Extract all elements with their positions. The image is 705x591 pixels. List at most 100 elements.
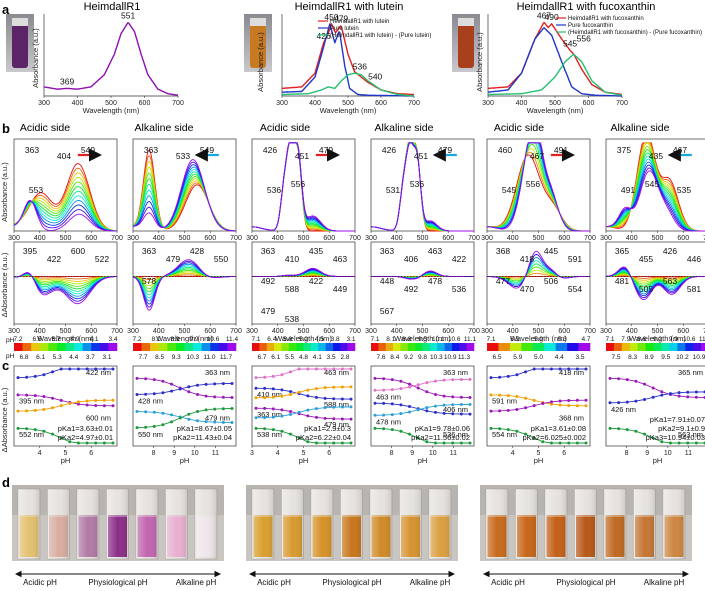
c-data-point	[94, 403, 98, 407]
c-data-point	[204, 420, 208, 424]
ph-label-bottom: 3.5	[327, 354, 336, 361]
ph-label-bottom: 2.8	[340, 354, 349, 361]
c-series-label: 406 nm	[443, 405, 468, 414]
ph-color-cell	[193, 343, 202, 351]
b-diff-peak-label: 492	[261, 276, 275, 286]
b-peak-label: 536	[267, 185, 281, 195]
c-data-point	[213, 395, 217, 399]
c-data-point	[408, 382, 412, 386]
a1-ylabel: Absorbance (a.u.)	[31, 28, 40, 88]
c-data-point	[111, 398, 115, 402]
b-bottom-tick-label: 600	[323, 328, 335, 335]
c-data-point	[170, 420, 174, 424]
a-series-line	[487, 27, 622, 97]
c-series-label: 422 nm	[86, 368, 111, 377]
c-data-point	[42, 407, 46, 411]
c-data-point	[433, 404, 437, 408]
c-data-point	[349, 367, 353, 371]
d-cuvette-glass	[545, 489, 567, 559]
c-data-point	[332, 405, 336, 409]
c-data-point	[660, 390, 664, 394]
panel-label-a: a	[2, 2, 10, 17]
c-data-point	[221, 407, 225, 411]
b-top-tick-label: 400	[272, 235, 284, 242]
ph-label-bottom: 10.3	[186, 354, 199, 361]
b-bottom-tick-label: 500	[652, 328, 664, 335]
c-data-point	[558, 403, 562, 407]
b-peak-label: 479	[319, 145, 333, 155]
c-data-point	[254, 416, 258, 420]
b-bottom-tick-label: 500	[298, 328, 310, 335]
b-diff-peak-label: 536	[452, 284, 466, 294]
b-diff-peak-label: 422	[452, 254, 466, 264]
c-data-point	[271, 395, 275, 399]
ph-label-bottom: 9.8	[418, 354, 427, 361]
d-label-acidic: Acidic pH	[257, 578, 291, 587]
b-bottom-tick-label: 300	[365, 328, 377, 335]
c-data-point	[524, 432, 528, 436]
c-series-label: 395 nm	[19, 397, 44, 406]
ph-label-bottom: 3.5	[575, 354, 584, 361]
c-data-point	[506, 428, 510, 432]
ph-label-bottom: 3.7	[86, 354, 95, 361]
c-data-point	[451, 412, 455, 416]
c-data-point	[33, 408, 37, 412]
a-series-line	[282, 72, 415, 97]
ph-label-bottom: 4.4	[69, 354, 78, 361]
c-data-point	[152, 424, 156, 428]
c-data-point	[634, 429, 638, 433]
c-data-point	[442, 378, 446, 382]
b-peak-label: 545	[645, 179, 659, 189]
c-data-point	[187, 417, 191, 421]
ph-color-cell	[167, 343, 177, 351]
c-data-point	[51, 370, 55, 374]
c-data-point	[382, 413, 386, 417]
c-tick-label: 6	[327, 450, 331, 457]
a-series-line	[488, 53, 623, 96]
c-data-point	[254, 396, 258, 400]
c-data-point	[42, 395, 46, 399]
b-top-tick-label: 700	[468, 235, 480, 242]
c-data-point	[25, 409, 29, 413]
legend-lutein-complex: HeimdallR1 with lutein	[330, 19, 389, 25]
d-label-acidic: Acidic pH	[491, 578, 525, 587]
c-fit-line	[136, 383, 233, 395]
c-series-label: 591 nm	[492, 397, 517, 406]
c-data-point	[178, 387, 182, 391]
ph-label-top: 7.1	[370, 336, 379, 343]
c-data-point	[314, 395, 318, 399]
c-data-point	[643, 397, 647, 401]
c-data-point	[425, 440, 429, 444]
ph-label-bottom: 11.7	[220, 354, 233, 361]
c-pka-label: pKa2=11.56±0.02	[411, 433, 470, 442]
b-top-tick-label: 400	[507, 235, 519, 242]
a-peak-label: 545	[563, 38, 577, 48]
c-data-point	[584, 404, 588, 408]
c-fit-line	[374, 378, 471, 391]
b-diff-peak-label: 588	[285, 284, 299, 294]
b-diff-peak-label: 522	[95, 254, 109, 264]
c-data-point	[515, 373, 519, 377]
c-data-point	[280, 429, 284, 433]
c-data-point	[340, 441, 344, 445]
b-bottom-tick-label: 300	[481, 328, 493, 335]
ph-label-top: 7.1	[605, 336, 614, 343]
c-data-point	[349, 417, 353, 421]
c-data-point	[549, 400, 553, 404]
c-data-point	[102, 441, 106, 445]
c-pka-label: pKa2=6.22±0.04	[296, 433, 351, 442]
b-bottom-tick-label: 700	[349, 328, 361, 335]
c-series-label: 363 nm	[443, 368, 468, 377]
c-frame	[132, 365, 237, 447]
c-data-point	[373, 388, 377, 392]
c-data-point	[297, 410, 301, 414]
b-bottom-tick-label: 700	[111, 328, 123, 335]
c-data-point	[289, 432, 293, 436]
c-data-point	[323, 441, 327, 445]
ph-color-cell	[532, 343, 545, 351]
panel-a-axes: 300 400 500 600 700 Wavelength (nm) 369 551 300 4…	[38, 10, 628, 115]
c-data-point	[280, 373, 284, 377]
c-data-point	[33, 374, 37, 378]
c-data-point	[515, 429, 519, 433]
a-tick-label: 300	[38, 100, 50, 107]
